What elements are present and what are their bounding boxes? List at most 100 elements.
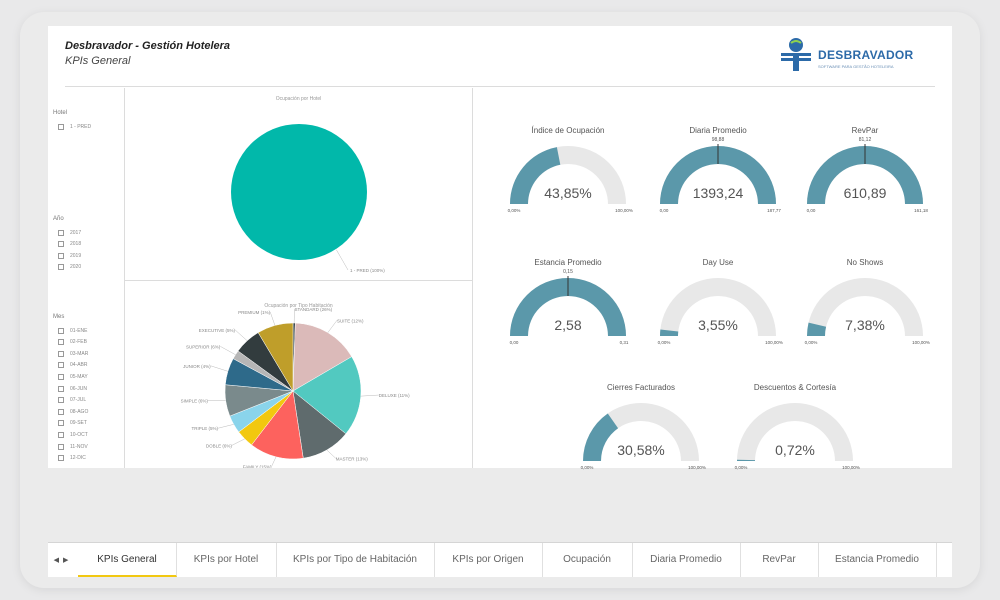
tab-kpis-por-origen[interactable]: KPIs por Origen	[434, 543, 543, 577]
pie-slice[interactable]	[231, 124, 367, 260]
pie-chart-room-type[interactable]: Ocupación por Tipo Habitación STANDARD (…	[125, 281, 472, 469]
gauge-card[interactable]: No Shows 7,38% 0,00% 100,00%	[795, 258, 935, 363]
logo-text: DESBRAVADOR	[818, 48, 914, 62]
gauge-svg: 98,88 1393,24 0,00 187,77	[660, 137, 782, 213]
gauge-card[interactable]: Diaria Promedio 98,88 1393,24 0,00 187,77	[648, 126, 788, 231]
slicer-item[interactable]: 06-JUN	[58, 384, 87, 393]
slicer-item[interactable]: 03-MAR	[58, 349, 88, 358]
tab-kpis-por-hotel[interactable]: KPIs por Hotel	[176, 543, 277, 577]
slicer-item[interactable]: 2018	[58, 240, 81, 249]
slicer-item[interactable]: 05-MAY	[58, 372, 88, 381]
slicer-item-label: 08-AGO	[70, 408, 89, 415]
gauge-min-label: 0,00%	[735, 465, 748, 470]
checkbox[interactable]	[58, 362, 64, 369]
gauge-card[interactable]: Cierres Facturados 30,58% 0,00% 100,00%	[571, 383, 711, 488]
slicer-item[interactable]: 09-SET	[58, 419, 87, 428]
slicer-item[interactable]: 02-FEB	[58, 338, 87, 347]
checkbox[interactable]	[58, 123, 64, 130]
slicer-item-label: 09-SET	[70, 420, 87, 427]
gauge-card[interactable]: RevPar 81,12 610,89 0,00 161,18	[795, 126, 935, 231]
gauge-min-label: 0,00%	[581, 465, 594, 470]
slicer-item[interactable]: 2020	[58, 263, 81, 272]
tab-kpis-general[interactable]: KPIs General	[78, 543, 177, 577]
slicer-item[interactable]: 10-OCT	[58, 430, 88, 439]
checkbox[interactable]	[58, 350, 64, 357]
slicer-item-label: 2017	[70, 229, 82, 236]
checkbox[interactable]	[58, 443, 64, 450]
slicer-item[interactable]: 08-AGO	[58, 407, 88, 416]
pie-data-label: TRIPLE (5%)	[192, 426, 219, 431]
tab-diaria-promedio[interactable]: Diaria Promedio	[632, 543, 741, 577]
chart-title: Ocupación por Hotel	[275, 96, 322, 102]
leader-line	[271, 456, 277, 467]
checkbox[interactable]	[58, 264, 64, 271]
gauge-value: 30,58%	[617, 442, 664, 458]
checkbox[interactable]	[58, 339, 64, 346]
slicer-item-label: 04-ABR	[70, 362, 88, 369]
slicer-item[interactable]: 11-NOV	[58, 442, 88, 451]
checkbox[interactable]	[58, 327, 64, 334]
gauge-fill	[510, 147, 561, 204]
gauge-title: Day Use	[702, 258, 734, 267]
pie-data-label: FAMILY (15%)	[243, 464, 272, 468]
gauge-title: Estancia Promedio	[534, 258, 602, 267]
gauge-title: RevPar	[851, 126, 879, 135]
checkbox[interactable]	[58, 397, 64, 404]
leader-line	[269, 311, 276, 326]
tab-estancia-promedio[interactable]: Estancia Promedio	[818, 543, 937, 577]
pie-slice[interactable]	[292, 322, 353, 392]
slicer-item[interactable]: 2017	[58, 228, 81, 237]
pie-slice[interactable]	[292, 356, 362, 435]
pie-data-label: JUNIOR (4%)	[183, 364, 211, 369]
checkbox[interactable]	[58, 385, 64, 392]
pie-data-label: SIMPLE (6%)	[181, 398, 209, 403]
checkbox[interactable]	[58, 373, 64, 380]
gauge-max-label: 0,31	[620, 340, 629, 345]
gauge-track	[737, 403, 853, 461]
slicer-item[interactable]: 1 - PRED	[58, 122, 91, 131]
gauge-card[interactable]: Day Use 3,55% 0,00% 100,00%	[648, 258, 788, 363]
slicer-item[interactable]: 01-ENE	[58, 326, 88, 335]
gauge-card[interactable]: Estancia Promedio 0,15 2,58 0,00 0,31	[498, 258, 638, 363]
slicer-item[interactable]: 07-JUL	[58, 396, 86, 405]
slicer-item-label: 2020	[70, 264, 82, 271]
next-arrow-icon[interactable]: ▶	[63, 557, 69, 564]
gauge-title: Cierres Facturados	[606, 383, 676, 392]
gauge-value: 7,38%	[845, 317, 885, 333]
checkbox[interactable]	[58, 241, 64, 248]
slicer-item[interactable]: 04-ABR	[58, 361, 88, 370]
tab-nav[interactable]: ◀ ▶	[48, 543, 74, 577]
gauge-max-label: 100,00%	[688, 465, 706, 470]
slicer-item[interactable]: 12-DIC	[58, 454, 86, 463]
gauge-card[interactable]: Descuentos & Cortesía 0,72% 0,00% 100,00%	[725, 383, 865, 488]
checkbox[interactable]	[58, 455, 64, 462]
checkbox[interactable]	[58, 229, 64, 236]
gauge-min-label: 0,00%	[508, 208, 521, 213]
gauge-min-label: 0,00%	[658, 340, 671, 345]
pie-chart-hotel[interactable]: Ocupación por Hotel 1 - PRED (100%)	[125, 88, 472, 280]
gauge-fill	[807, 146, 923, 204]
tab-revpar[interactable]: RevPar	[740, 543, 819, 577]
checkbox[interactable]	[58, 408, 64, 415]
divider	[472, 88, 473, 468]
pie-slice[interactable]	[257, 322, 294, 392]
slicer-title: Año	[53, 216, 64, 222]
checkbox[interactable]	[58, 431, 64, 438]
gauge-max-label: 100,00%	[615, 208, 633, 213]
checkbox[interactable]	[58, 252, 64, 259]
gauge-card[interactable]: Índice de Ocupación 43,85% 0,00% 100,00%	[498, 126, 638, 231]
gauge-target-label: 81,12	[859, 137, 872, 143]
slicer-item[interactable]: 2019	[58, 251, 81, 260]
checkbox[interactable]	[58, 420, 64, 427]
tab-kpis-por-tipo-de-habitación[interactable]: KPIs por Tipo de Habitación	[276, 543, 435, 577]
gauge-fill	[510, 278, 626, 336]
gauge-svg: 43,85% 0,00% 100,00%	[508, 146, 633, 213]
pie-data-label: MASTER (13%)	[336, 456, 369, 461]
leader-line	[326, 449, 336, 459]
prev-arrow-icon[interactable]: ◀	[53, 557, 59, 564]
gauge-panel: Índice de Ocupación 43,85% 0,00% 100,00% Dia…	[473, 88, 952, 470]
tab-ocupación[interactable]: Ocupación	[542, 543, 633, 577]
slicer-title: Mes	[53, 314, 65, 320]
gauge-value: 1393,24	[693, 185, 744, 201]
leader-line	[336, 249, 349, 271]
